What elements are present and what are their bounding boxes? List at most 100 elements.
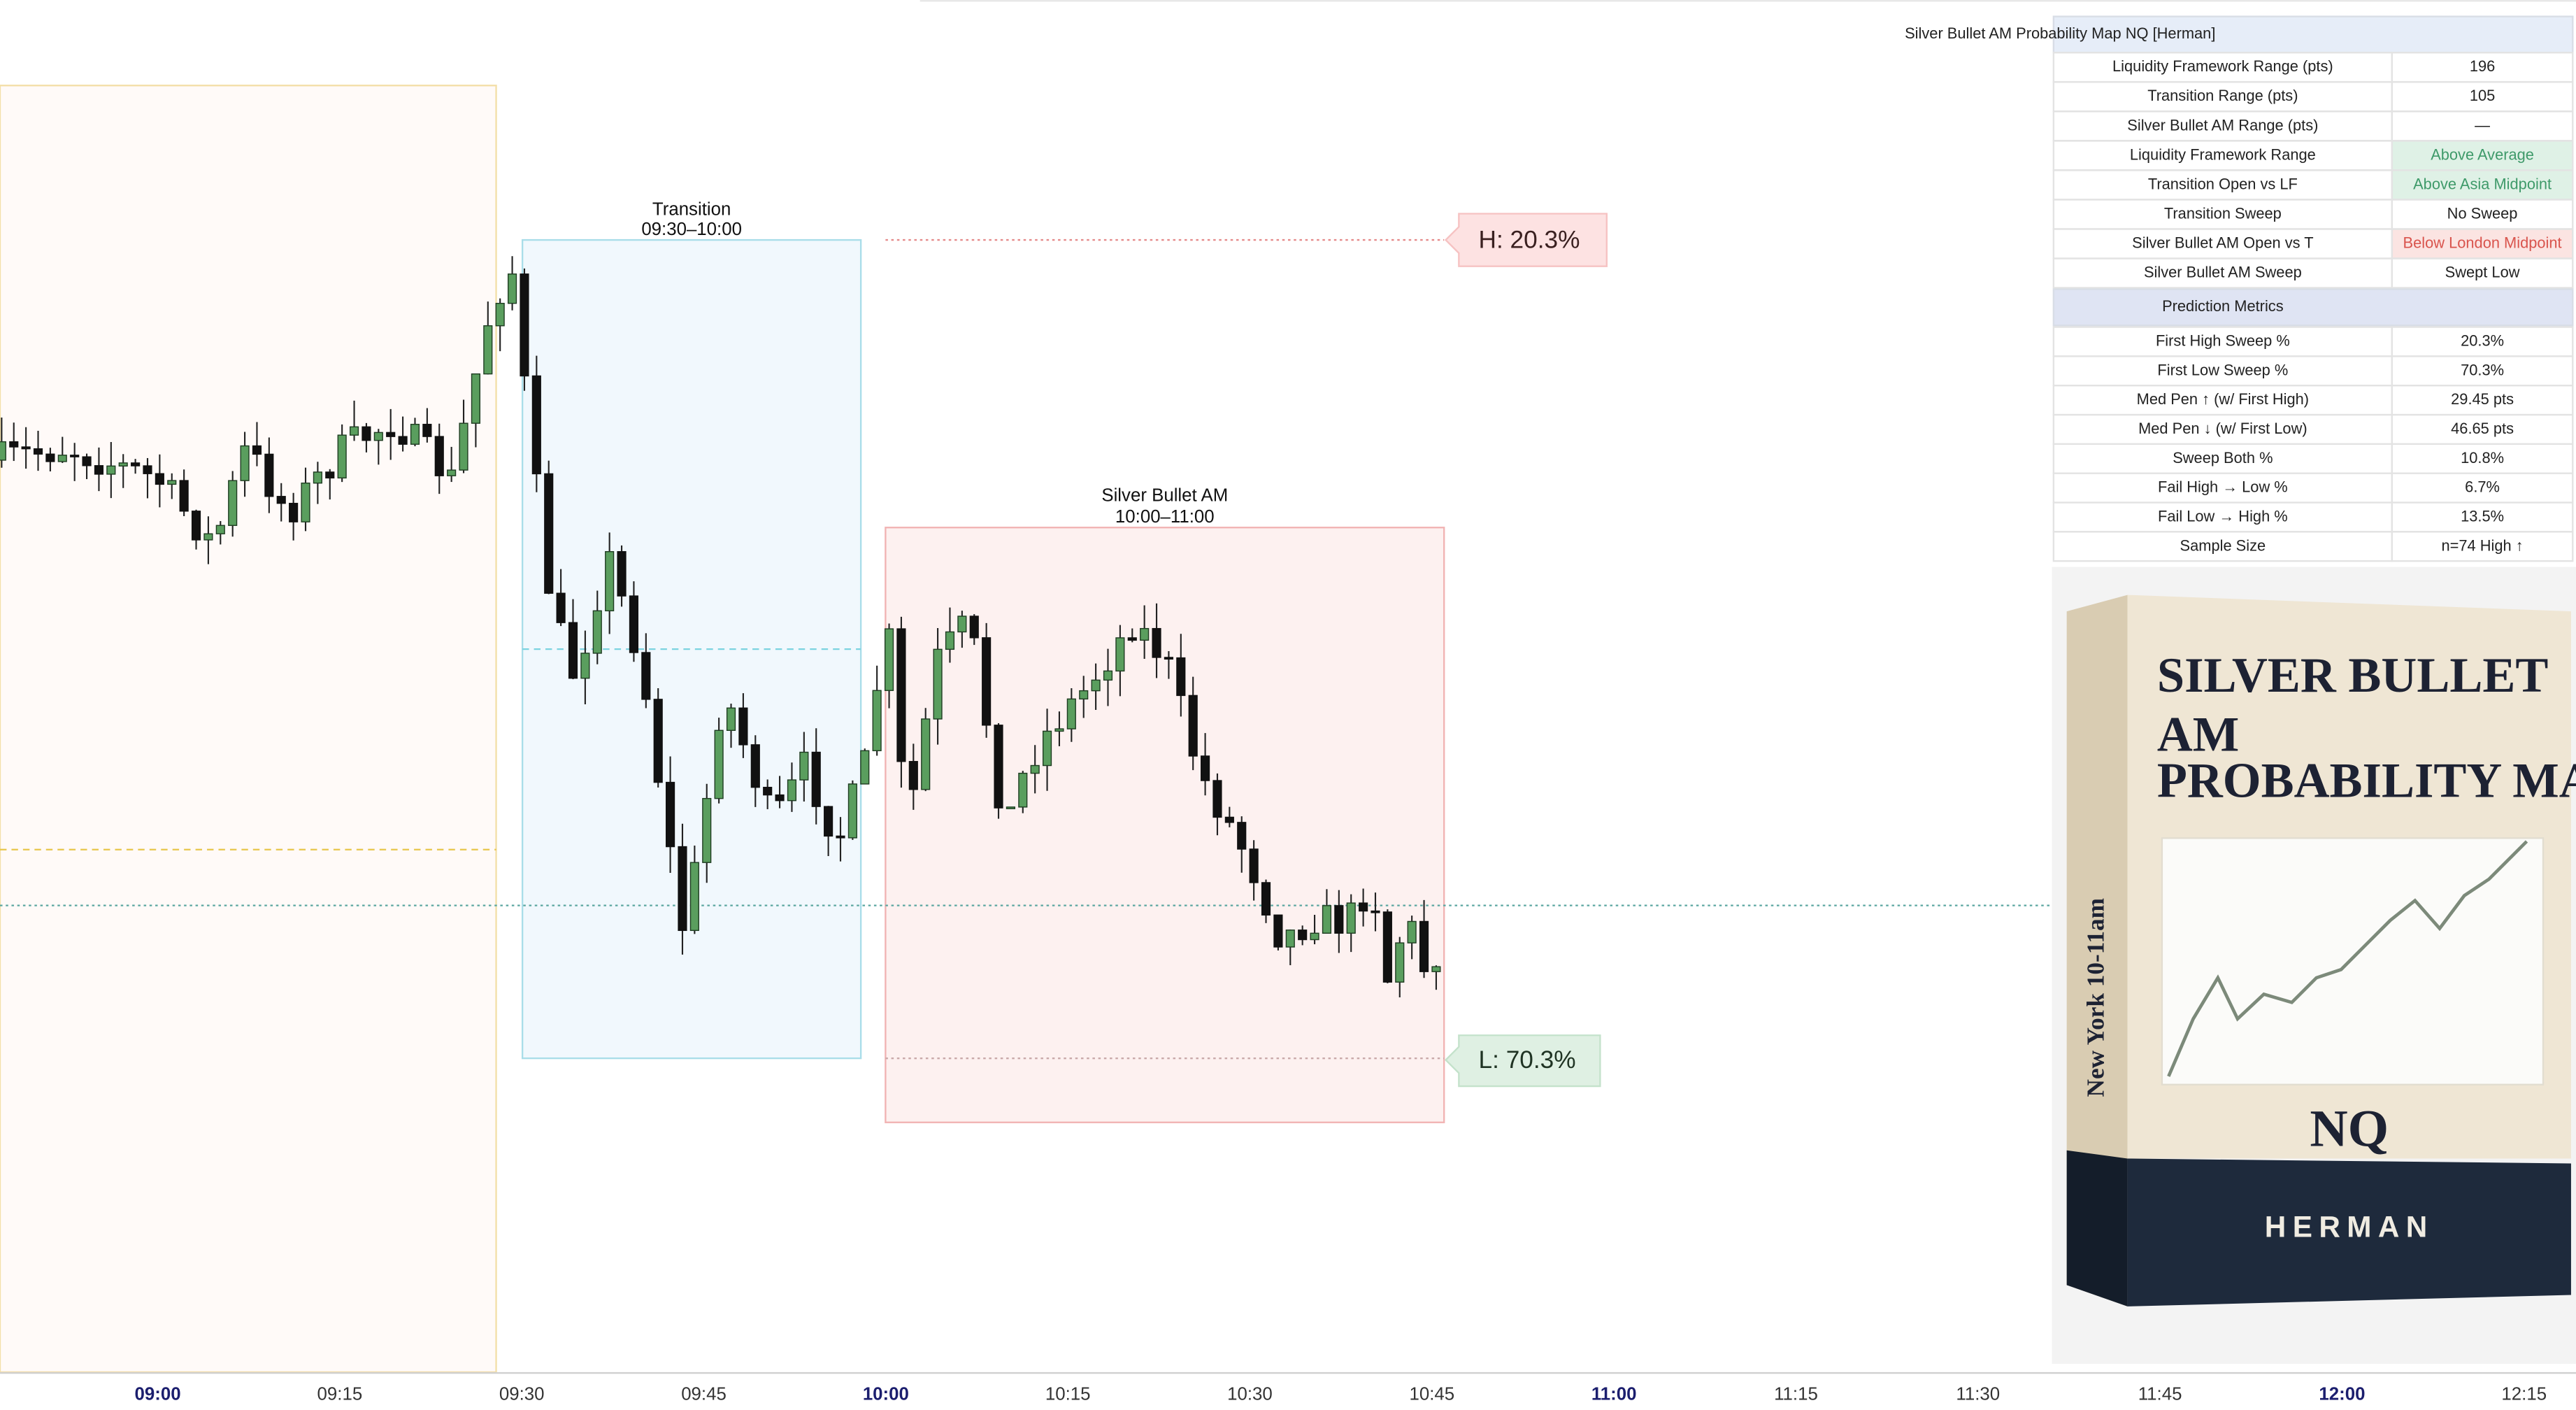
table-header (2052, 15, 2574, 54)
candle-body (1054, 728, 1064, 732)
row-value: 196 (2470, 57, 2495, 75)
row-value: 20.3% (2461, 332, 2504, 350)
candle-body (666, 781, 675, 848)
candle-body (847, 783, 857, 839)
candle-body (240, 445, 250, 481)
row-label: Liquidity Framework Range (2130, 145, 2316, 163)
candle-body (507, 273, 517, 304)
candle-body (483, 325, 493, 375)
candle-body (580, 653, 590, 679)
session-name: Silver Bullet AM (1101, 485, 1228, 505)
candle-body (1224, 816, 1234, 823)
candle-body (726, 707, 736, 731)
candle-body (1261, 882, 1271, 916)
product-chart-line (2167, 840, 2528, 1077)
candle-body (1382, 911, 1392, 983)
low-target-label: L: 70.3% (1479, 1046, 1576, 1074)
time-label: 11:30 (1956, 1385, 2000, 1404)
candle-body (568, 622, 578, 679)
high-target-tag (1444, 213, 1608, 267)
candle-body (422, 423, 432, 437)
product-author: HERMAN (2265, 1211, 2434, 1244)
candle-body (131, 462, 141, 467)
row-value: Above Average (2431, 145, 2534, 163)
product-title: PROBABILITY MAP (2157, 753, 2576, 808)
row-label-cell (2052, 140, 2393, 171)
candle-body (1176, 657, 1186, 697)
row-value-cell (2391, 501, 2574, 533)
time-label: 12:15 (2501, 1385, 2547, 1404)
row-value: 13.5% (2461, 507, 2504, 525)
candle-body (179, 480, 189, 512)
candle-body (689, 862, 699, 932)
candle-body (1103, 670, 1113, 681)
candle-body (106, 465, 116, 475)
row-value-cell (2391, 257, 2574, 289)
candle-body (556, 592, 566, 623)
candle-body (228, 480, 238, 526)
candle-body (1030, 764, 1040, 774)
candle-body (1419, 920, 1429, 972)
candle-body (921, 718, 931, 790)
candle-body (957, 615, 967, 633)
row-value: 46.65 pts (2451, 420, 2514, 437)
product-band-side (2066, 1150, 2128, 1306)
time-label: 09:30 (499, 1385, 545, 1404)
candle-body (143, 465, 152, 474)
time-label: 11:15 (1774, 1385, 1818, 1404)
product-symbol: NQ (2310, 1099, 2389, 1158)
candle-body (276, 496, 286, 504)
row-value-cell (2391, 531, 2574, 562)
candle-body (1127, 637, 1137, 641)
row-label: First Low Sweep % (2157, 361, 2288, 378)
candle-body (1237, 822, 1247, 850)
product-title: SILVER BULLET (2157, 648, 2548, 703)
candle-body (1334, 905, 1344, 934)
row-value-cell (2391, 169, 2574, 201)
candle-body (653, 699, 663, 783)
candle-body (1140, 627, 1150, 641)
row-label: Fail Low → High % (2158, 507, 2288, 525)
candle-body (1310, 932, 1319, 941)
product-band (2127, 1158, 2571, 1306)
candle-body (33, 448, 43, 455)
candle-body (1371, 910, 1380, 913)
row-label: Transition Sweep (2164, 204, 2282, 222)
time-label: 11:45 (2138, 1385, 2182, 1404)
row-label: Transition Open vs LF (2148, 175, 2298, 192)
row-label: First High Sweep % (2156, 332, 2290, 350)
candle-body (447, 469, 457, 476)
candle-body (398, 436, 408, 445)
high-target-label: H: 20.3% (1479, 227, 1580, 254)
candle-body (994, 725, 1003, 809)
row-label: Med Pen ↑ (w/ First High) (2137, 390, 2309, 408)
candle-body (94, 465, 104, 475)
candle-body (738, 707, 748, 746)
candle-body (520, 273, 529, 377)
candle-body (872, 690, 882, 752)
row-value-cell (2391, 385, 2574, 416)
candle-body (313, 471, 322, 484)
product-title: AM (2157, 708, 2239, 762)
time-axis: 09:00 09:15 09:30 09:45 10:00 10:15 10:30 10:45… (135, 1385, 2547, 1404)
candle-body (373, 432, 383, 441)
candle-body (811, 751, 821, 807)
candle-body (252, 445, 262, 455)
row-value-cell (2391, 413, 2574, 446)
stats-table: Silver Bullet AM Probability Map NQ [Her… (1905, 15, 2574, 562)
candle-body (678, 846, 687, 932)
candle-body (1115, 637, 1125, 672)
session-time: 10:00–11:00 (1115, 507, 1215, 527)
section-header (2052, 288, 2574, 327)
row-label-cell (2052, 81, 2393, 113)
candle-body (1249, 848, 1259, 883)
row-value: 105 (2470, 87, 2495, 104)
row-value-cell (2391, 228, 2574, 259)
candle-body (982, 637, 992, 726)
candle-body (641, 652, 651, 700)
candle-body (933, 648, 943, 720)
candle-body (167, 480, 177, 485)
time-label: 09:15 (317, 1385, 363, 1404)
candle-body (362, 426, 371, 441)
